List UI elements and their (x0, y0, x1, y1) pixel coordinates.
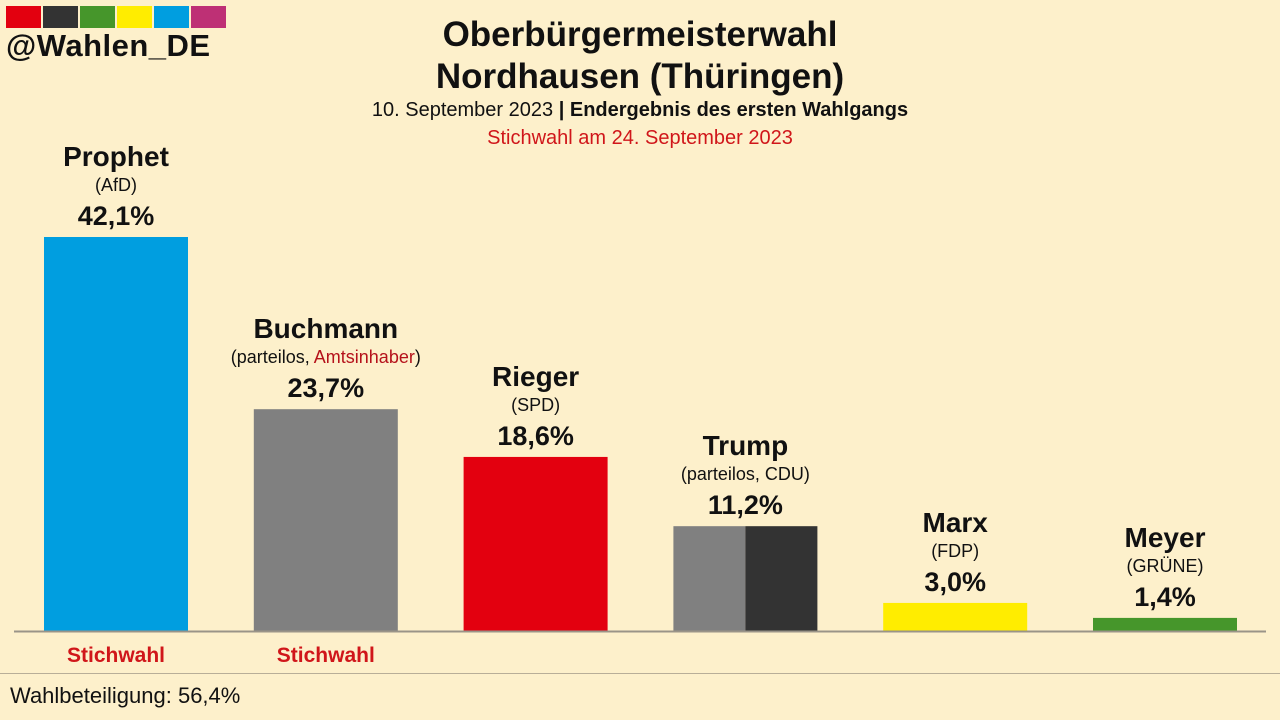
bar-group-prophet: 42,1% (AfD) Prophet Stichwahl (44, 141, 188, 667)
color-swatch-1 (6, 6, 41, 28)
party-color-strip (6, 6, 226, 28)
candidate-name-buchmann: Buchmann (253, 313, 398, 344)
election-date: 10. September 2023 (371, 99, 554, 121)
bar-prophet (44, 237, 188, 631)
party-label-trump: (parteilos, CDU) (681, 464, 810, 484)
bar-meyer (1093, 617, 1237, 631)
runoff-label-prophet: Stichwahl (67, 644, 165, 667)
party-label-rieger: (SPD) (511, 395, 560, 415)
footer-divider (0, 673, 1280, 674)
value-label-buchmann: 23,7% (288, 373, 365, 403)
party-label-buchmann: (parteilos, Amtsinhaber) (231, 347, 421, 367)
bar-marx (883, 602, 1028, 631)
subtitle-separator: | (558, 99, 565, 121)
title-line-1: Oberbürgermeisterwahl (442, 15, 838, 54)
account-handle: @Wahlen_DE (6, 28, 211, 63)
bar-group-meyer: 1,4% (GRÜNE) Meyer (1093, 522, 1237, 631)
party-label-meyer: (GRÜNE) (1127, 556, 1204, 576)
bar-trump-segment-1 (673, 526, 746, 631)
candidate-name-trump: Trump (703, 430, 789, 461)
candidate-name-meyer: Meyer (1125, 522, 1206, 553)
turnout-label: Wahlbeteiligung: 56,4% (10, 683, 241, 708)
bar-trump-segment-2 (745, 526, 818, 631)
bar-group-rieger: 18,6% (SPD) Rieger (463, 361, 608, 631)
value-label-trump: 11,2% (708, 490, 783, 520)
bar-group-marx: 3,0% (FDP) Marx (883, 507, 1028, 631)
party-label-marx: (FDP) (931, 541, 979, 561)
party-label-prophet: (AfD) (95, 175, 137, 195)
candidate-name-marx: Marx (923, 507, 989, 538)
subtitle: 10. September 2023 | Endergebnis des ers… (240, 99, 1040, 122)
runoff-label-buchmann: Stichwahl (277, 644, 375, 667)
value-label-meyer: 1,4% (1134, 582, 1196, 612)
candidate-name-rieger: Rieger (492, 361, 579, 392)
candidate-name-prophet: Prophet (63, 141, 169, 172)
bar-group-trump: 11,2% (parteilos, CDU) Trump (673, 430, 818, 631)
color-swatch-4 (117, 6, 152, 28)
bar-group-buchmann: 23,7% (parteilos, Amtsinhaber) Buchmann Sti… (231, 313, 421, 667)
result-type: Endergebnis des ersten Wahlgangs (569, 99, 909, 121)
value-label-rieger: 18,6% (497, 421, 574, 451)
color-swatch-6 (191, 6, 226, 28)
runoff-date-note: Stichwahl am 24. September 2023 (487, 127, 793, 149)
color-swatch-5 (154, 6, 189, 28)
value-label-marx: 3,0% (924, 567, 986, 597)
bar-rieger (463, 456, 608, 631)
color-swatch-2 (43, 6, 78, 28)
page-title: Oberbürgermeisterwahl Nordhausen (Thürin… (290, 14, 990, 98)
color-swatch-3 (80, 6, 115, 28)
value-label-prophet: 42,1% (78, 201, 155, 231)
title-line-2: Nordhausen (Thüringen) (435, 57, 845, 96)
bar-buchmann (253, 409, 398, 631)
